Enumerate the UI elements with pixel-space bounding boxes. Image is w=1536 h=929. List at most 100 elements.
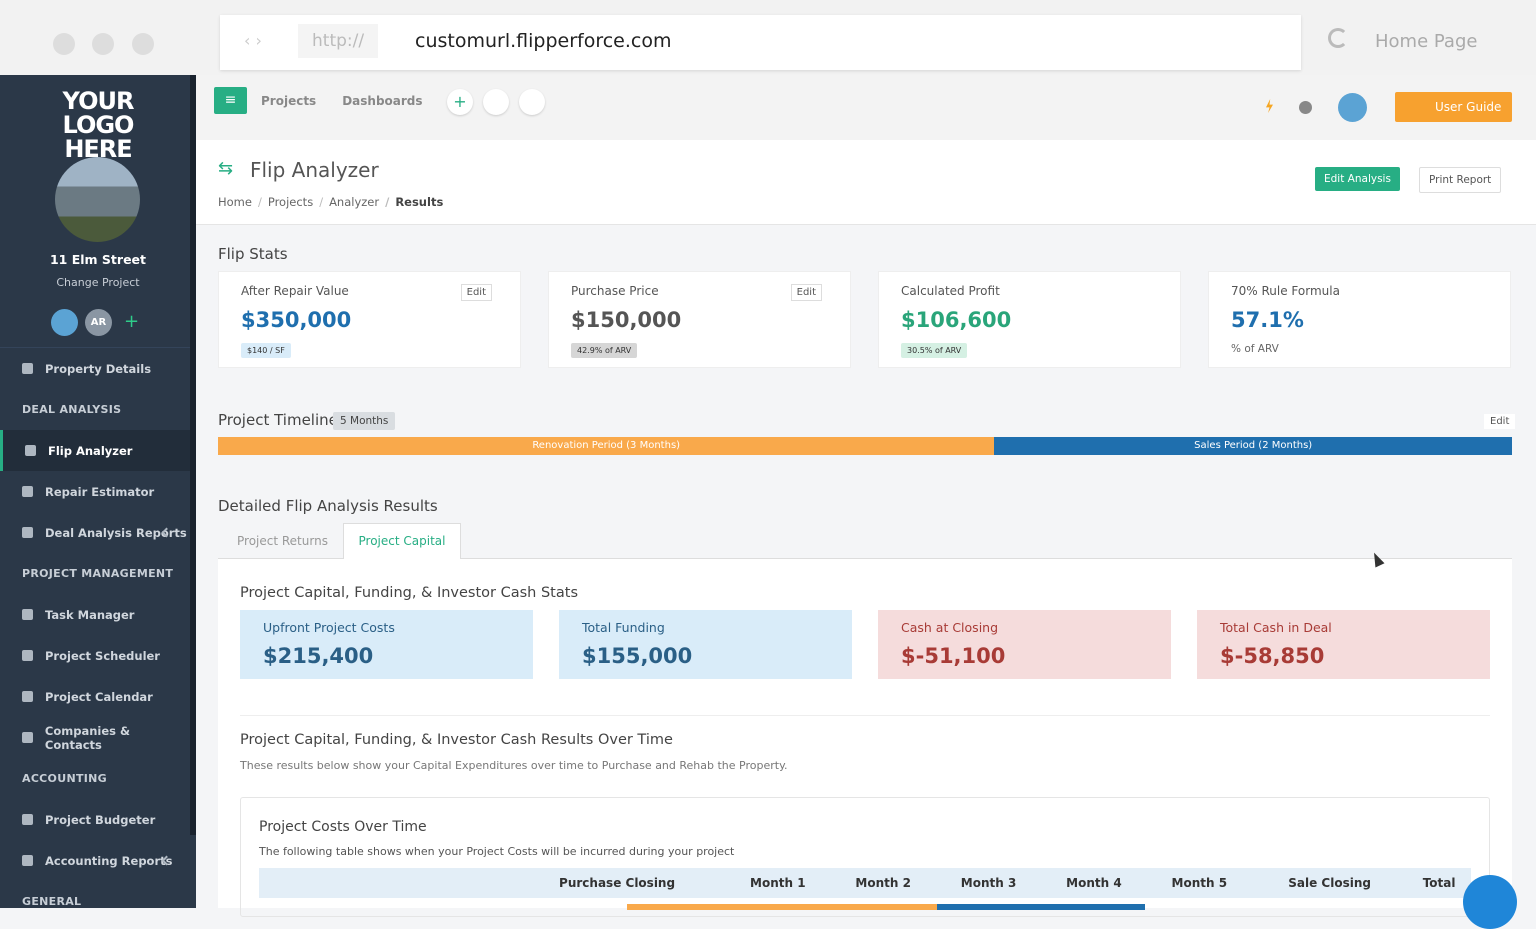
app-screen: {"browser":{"scheme":"http://","url":"cu… <box>0 0 1536 908</box>
address-bar[interactable]: ‹ › http:// customurl.flipperforce.com <box>220 15 1301 70</box>
card-label: Purchase Price <box>571 284 659 298</box>
timeline-edit[interactable]: Edit <box>1484 414 1516 429</box>
section-title: Project Timeline <box>218 411 338 429</box>
costs-note: The following table shows when your Proj… <box>259 845 735 858</box>
nav-label: Flip Analyzer <box>48 443 133 458</box>
breadcrumb[interactable]: Home <box>218 195 252 209</box>
nav-heading: GENERAL <box>22 895 82 908</box>
reload-icon[interactable] <box>1328 28 1348 48</box>
user-avatar[interactable] <box>51 309 78 336</box>
card-badge: 30.5% of ARV <box>901 343 968 358</box>
nav-icon <box>22 691 33 702</box>
chat-button[interactable] <box>1463 875 1517 929</box>
top-bar: ≡ Projects Dashboards + User Guide <box>196 75 1536 140</box>
card-edit[interactable]: Edit <box>790 284 822 301</box>
nav-heading: DEAL ANALYSIS <box>22 403 122 416</box>
nav-arrows[interactable]: ‹ › <box>244 31 262 50</box>
column-header: Month 3 <box>960 876 1017 890</box>
edit-analysis-button[interactable]: Edit Analysis <box>1315 167 1400 191</box>
sidebar: YOUR LOGO HERE 11 Elm Street Change Proj… <box>0 75 196 908</box>
stat-label: Cash at Closing <box>901 620 999 635</box>
user-guide-button[interactable]: User Guide <box>1395 92 1512 122</box>
nav-item[interactable]: Companies & Contacts <box>0 717 190 758</box>
nav-item[interactable]: Project Calendar <box>0 676 190 717</box>
nav-item[interactable]: Accounting Reports <box>0 840 190 881</box>
window-dot <box>132 33 154 55</box>
column-header: Purchase Closing <box>559 876 676 890</box>
home-link[interactable]: Home Page <box>1375 31 1478 52</box>
menu-toggle[interactable]: ≡ <box>214 87 247 114</box>
url-text[interactable]: customurl.flipperforce.com <box>415 30 672 52</box>
top-menu[interactable]: Projects <box>261 94 317 108</box>
capital-stat: Total Cash in Deal $-58,850 <box>1197 610 1490 679</box>
breadcrumbs: Home Projects Analyzer Results <box>218 191 449 210</box>
quick-actions: + <box>447 89 545 115</box>
top-menus: Projects Dashboards <box>261 94 423 108</box>
panel-title: Project Capital, Funding, & Investor Cas… <box>240 585 578 601</box>
results-panel: Project Capital, Funding, & Investor Cas… <box>218 559 1512 917</box>
nav-icon <box>25 445 36 456</box>
card-value: $350,000 <box>241 308 352 332</box>
scrollbar <box>190 75 196 835</box>
card-edit[interactable]: Edit <box>460 284 492 301</box>
nav-icon <box>22 650 33 661</box>
logo: YOUR LOGO HERE <box>62 87 135 163</box>
stat-value: $-58,850 <box>1220 644 1325 668</box>
nav-label: Repair Estimator <box>45 484 155 499</box>
stat-value: $215,400 <box>263 644 374 668</box>
tab-active[interactable]: Project Capital <box>343 523 461 559</box>
nav-icon <box>22 363 33 374</box>
change-project[interactable]: Change Project <box>56 276 140 289</box>
card-value: $150,000 <box>571 308 682 332</box>
nav-item[interactable]: Deal Analysis Reports <box>0 512 190 553</box>
nav-label: Property Details <box>45 361 152 376</box>
nav-icon <box>22 855 33 866</box>
nav-item[interactable]: Repair Estimator <box>0 471 190 512</box>
top-menu[interactable]: Dashboards <box>342 94 423 108</box>
team-button[interactable] <box>519 89 545 115</box>
nav-item[interactable]: Property Details <box>0 348 190 389</box>
nav-item[interactable]: Flip Analyzer <box>0 430 190 471</box>
title-icon: ⇆ <box>218 158 234 179</box>
breadcrumb[interactable]: Projects <box>258 195 313 209</box>
page-title: Flip Analyzer <box>250 158 379 182</box>
account-avatar[interactable] <box>1338 93 1367 122</box>
tab[interactable]: Project Returns <box>237 534 328 548</box>
card-label: 70% Rule Formula <box>1231 284 1340 298</box>
nav-item[interactable]: Project Budgeter <box>0 799 190 840</box>
user-avatar[interactable]: AR <box>85 309 112 336</box>
nav-item[interactable]: Project Scheduler <box>0 635 190 676</box>
quick-add[interactable]: + <box>447 89 473 115</box>
table-bar <box>627 904 937 910</box>
card-value: 57.1% <box>1231 308 1304 332</box>
stat-label: Upfront Project Costs <box>263 620 395 635</box>
nav-label: Project Budgeter <box>45 812 156 827</box>
window-dot <box>92 33 114 55</box>
nav-icon <box>22 732 33 743</box>
column-header: Month 4 <box>1066 876 1122 890</box>
page: Flip Analyzer *{box-sizing:border-box} b… <box>0 0 1536 908</box>
notifications-icon[interactable] <box>1266 99 1273 113</box>
column-header: Total <box>1422 876 1456 890</box>
table-header: Purchase Closing Month 1 Month 2 Month 3 Mon… <box>259 868 1471 898</box>
nav-label: Deal Analysis Reports <box>45 525 187 540</box>
help-icon[interactable] <box>1299 101 1312 114</box>
nav-label: Project Calendar <box>45 689 153 704</box>
capital-stat: Total Funding $155,000 <box>559 610 852 679</box>
print-report-button[interactable]: Print Report <box>1419 167 1502 193</box>
browser-bar: ‹ › http:// customurl.flipperforce.com H… <box>0 0 1536 75</box>
duration-badge: 5 Months <box>333 412 396 430</box>
column-header: Month 2 <box>855 876 911 890</box>
breadcrumb[interactable]: Analyzer <box>319 195 379 209</box>
nav-icon <box>22 609 33 620</box>
nav-item[interactable]: Task Manager <box>0 594 190 635</box>
nav-heading: PROJECT MANAGEMENT <box>22 567 174 580</box>
add-user[interactable]: + <box>124 311 140 332</box>
calendar-button[interactable] <box>483 89 509 115</box>
section-title: Flip Stats <box>218 245 288 263</box>
project-photo <box>55 157 140 242</box>
card-badge: 42.9% of ARV <box>571 343 638 358</box>
costs-title: Project Costs Over Time <box>259 819 427 835</box>
stat-label: Total Cash in Deal <box>1220 620 1332 635</box>
stat-card: Purchase Price $150,000 42.9% of ARV Edit <box>548 271 851 368</box>
